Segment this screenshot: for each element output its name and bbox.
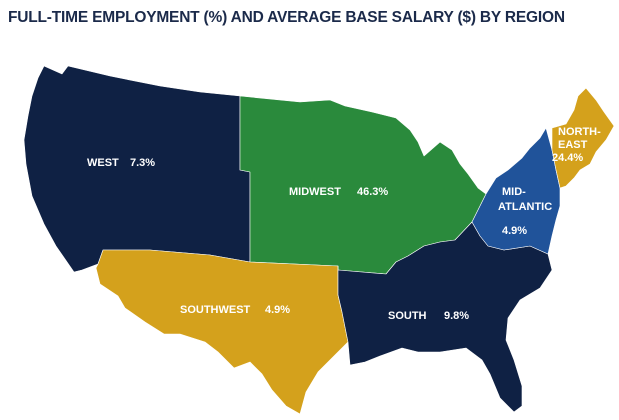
label-northeast-name-1: NORTH- bbox=[558, 126, 601, 138]
region-mid-atlantic[interactable] bbox=[471, 127, 561, 255]
region-west[interactable] bbox=[23, 65, 251, 273]
label-west-value: 7.3% bbox=[130, 157, 155, 169]
label-south-name: SOUTH bbox=[388, 310, 427, 322]
label-southwest-name: SOUTHWEST bbox=[180, 304, 251, 316]
label-south-value: 9.8% bbox=[444, 310, 469, 322]
chart-title: FULL-TIME EMPLOYMENT (%) AND AVERAGE BAS… bbox=[8, 9, 565, 26]
label-midwest-value: 46.3% bbox=[357, 186, 388, 198]
label-southwest-value: 4.9% bbox=[265, 304, 290, 316]
region-northeast[interactable] bbox=[551, 87, 615, 189]
region-south[interactable] bbox=[337, 221, 553, 413]
label-midwest-name: MIDWEST bbox=[289, 186, 341, 198]
label-mid-atlantic-name-1: MID- bbox=[502, 186, 526, 198]
label-northeast-name-2: EAST bbox=[558, 139, 588, 151]
label-northeast-value: 24.4% bbox=[552, 152, 583, 164]
label-west-name: WEST bbox=[87, 157, 119, 169]
region-southwest[interactable] bbox=[95, 249, 349, 415]
label-mid-atlantic-value: 4.9% bbox=[502, 225, 527, 237]
label-mid-atlantic-name-2: ATLANTIC bbox=[498, 201, 552, 213]
